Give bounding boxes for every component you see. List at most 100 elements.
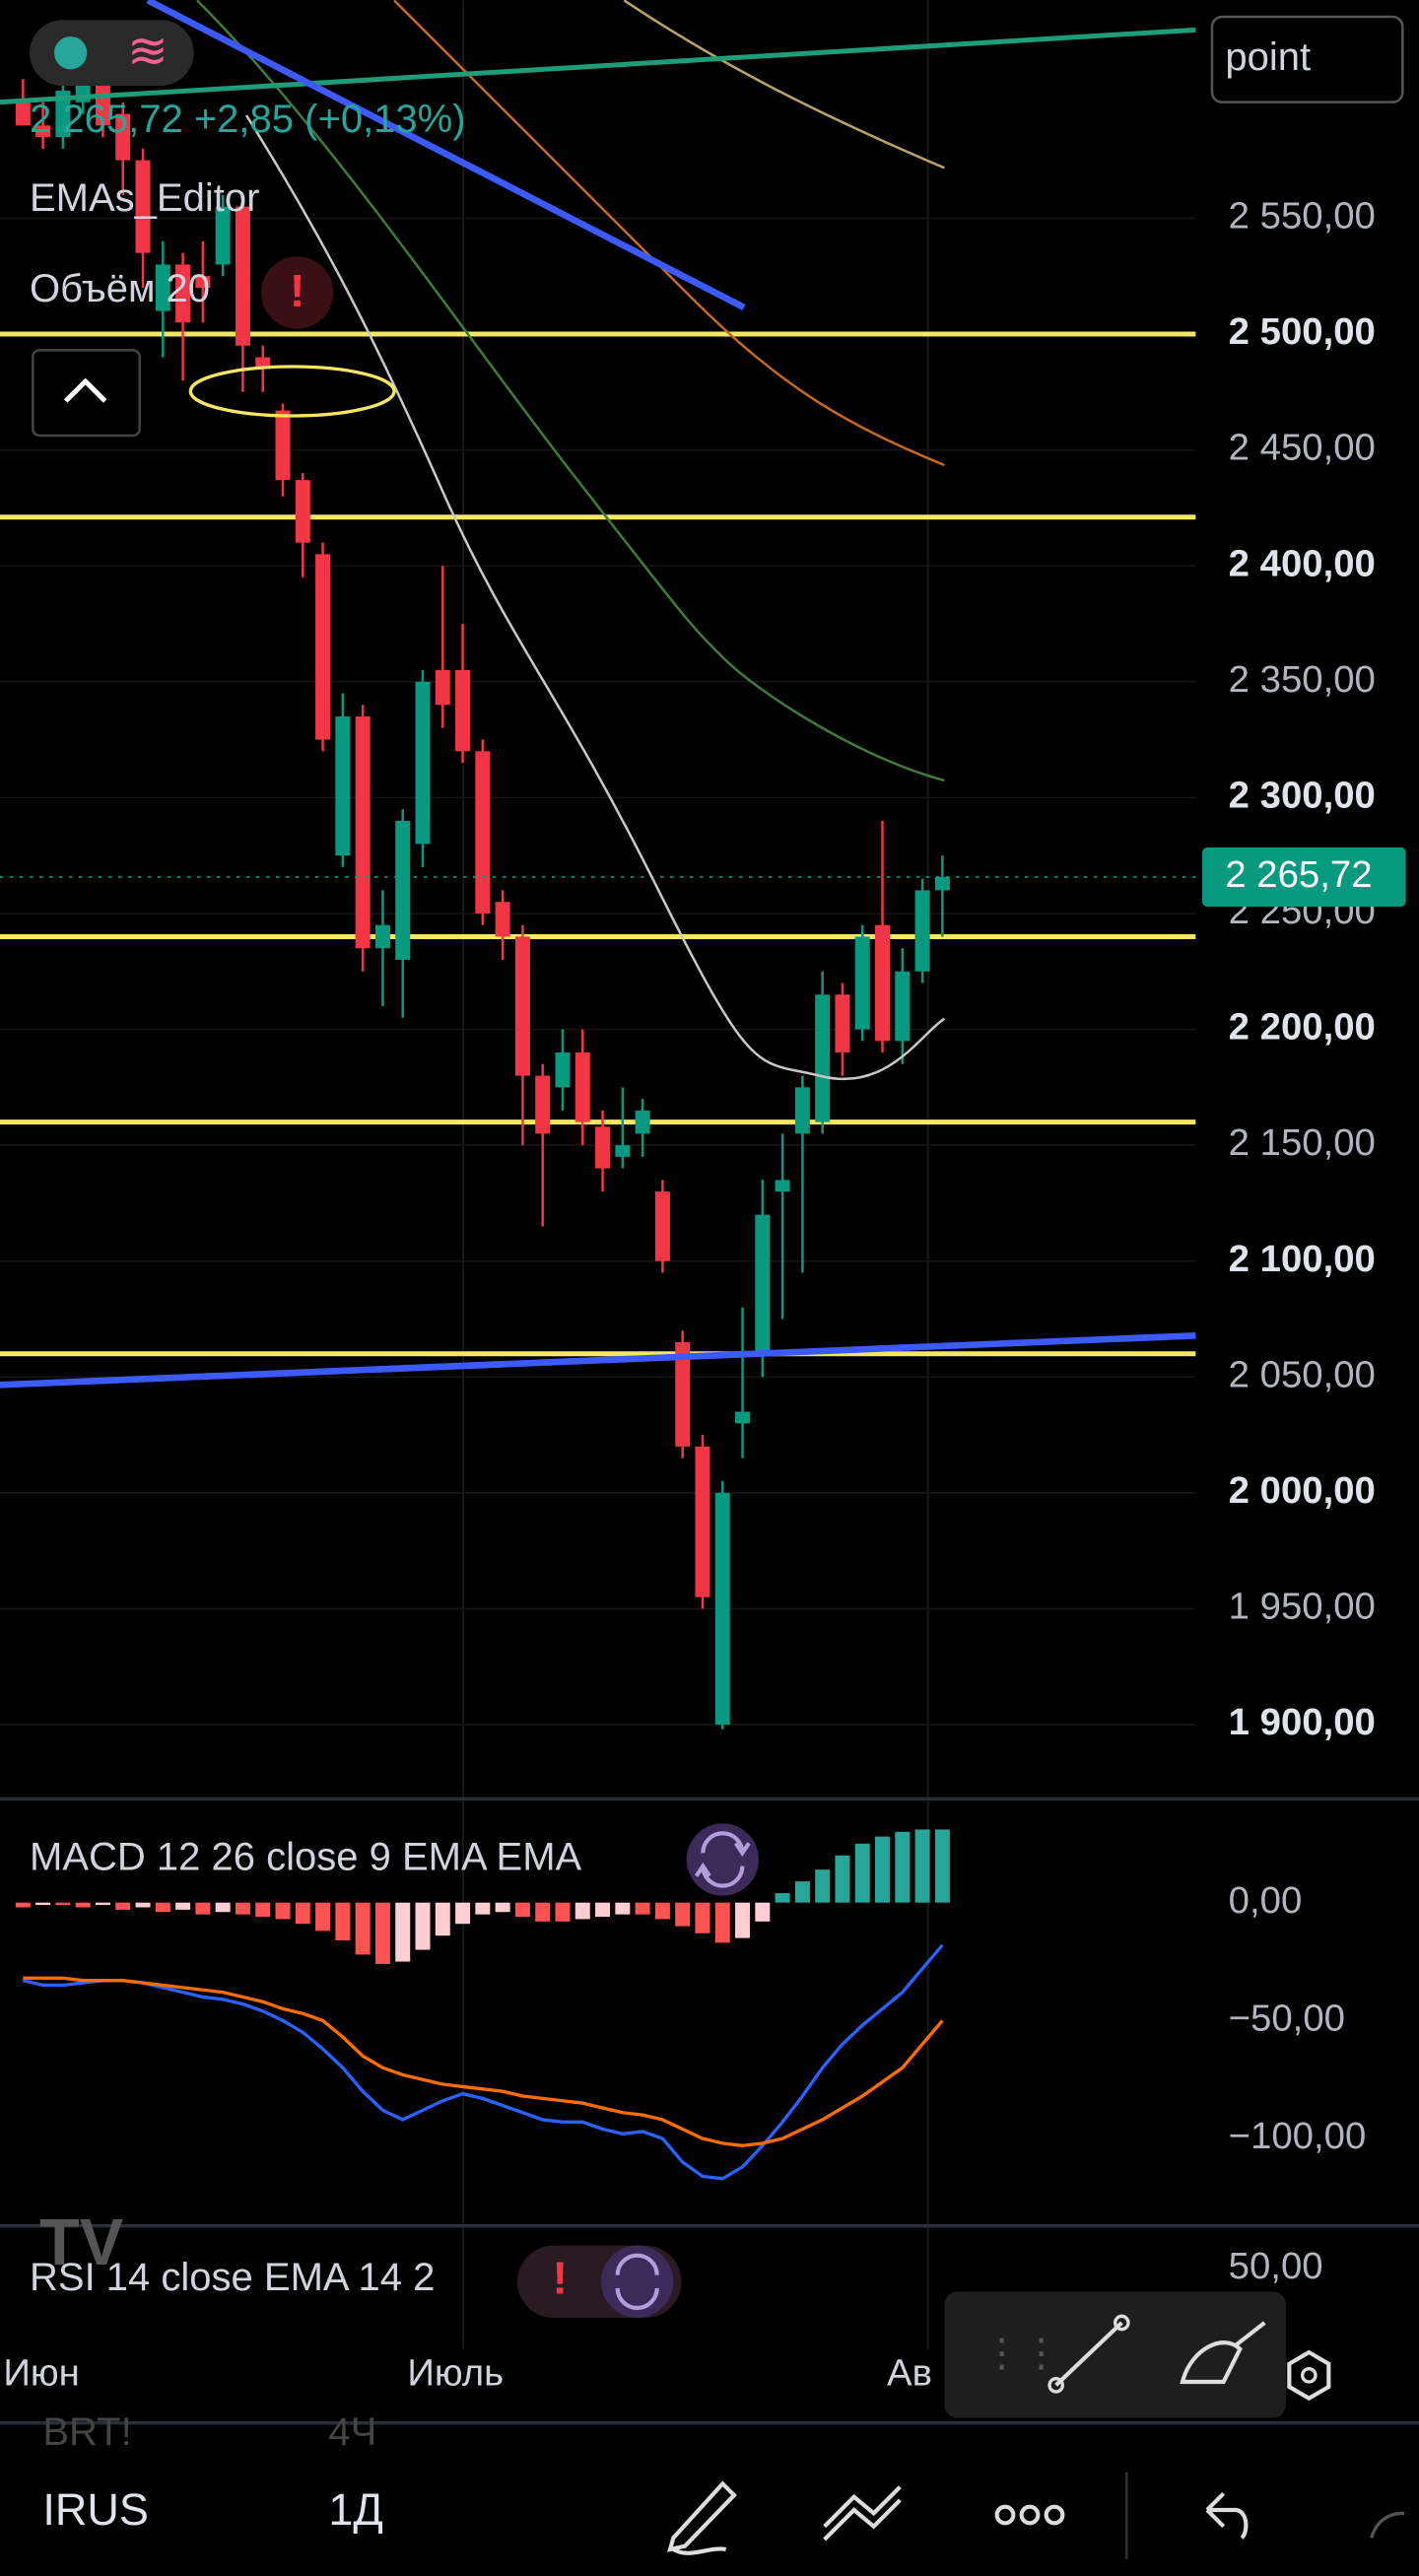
- interval-button[interactable]: 1Д: [328, 2484, 383, 2535]
- grid: [462, 0, 929, 2349]
- line-tool-end: [1114, 2314, 1130, 2332]
- price-axis: 2 550,00 2 500,00 2 450,00 2 400,00 2 350,00…: [1202, 195, 1406, 2287]
- search-box[interactable]: [1210, 15, 1404, 103]
- macd-histogram-bar: [555, 1902, 571, 1922]
- symbol-button[interactable]: IRUS: [42, 2484, 149, 2535]
- candle-body: [735, 1411, 751, 1424]
- lines-button[interactable]: [823, 2485, 902, 2542]
- macd-histogram-bar: [374, 1902, 390, 1964]
- candle-body: [455, 670, 471, 752]
- macd-histogram-bar: [595, 1902, 611, 1918]
- y-tick-label: 1 950,00: [1229, 1586, 1376, 1628]
- macd-histogram-bar: [135, 1902, 151, 1908]
- candle-body: [755, 1214, 771, 1354]
- drag-handle[interactable]: ⋮⋮: [982, 2332, 1061, 2375]
- dot: [1019, 2504, 1041, 2526]
- macd-histogram-bar: [75, 1902, 91, 1908]
- candle-body: [555, 1052, 571, 1088]
- candle-body: [435, 670, 450, 706]
- ema-line: [244, 114, 946, 1081]
- redo-button[interactable]: [1370, 2511, 1405, 2539]
- macd-histogram-bar: [255, 1902, 271, 1918]
- macd-histogram-bar: [275, 1902, 291, 1920]
- macd-histogram-bar: [195, 1902, 211, 1915]
- collapse-button[interactable]: [32, 349, 141, 438]
- macd-histogram-bar: [55, 1902, 71, 1906]
- drawings: [0, 0, 1196, 1389]
- prev-symbol: BRT!: [42, 2410, 131, 2454]
- candle-body: [55, 91, 71, 138]
- candle-body: [815, 994, 831, 1122]
- macd-histogram-bar: [395, 1902, 411, 1962]
- y-tick-label: 2 150,00: [1229, 1121, 1376, 1164]
- candle-body: [175, 264, 191, 323]
- macd-histogram-bar: [735, 1902, 751, 1938]
- macd-histogram-bar: [215, 1902, 231, 1913]
- chevron-icon: [63, 377, 107, 403]
- candle-body: [395, 820, 411, 960]
- macd-histogram-bar: [815, 1869, 831, 1903]
- macd-histogram-bar: [15, 1902, 31, 1908]
- candle-body: [275, 410, 291, 481]
- undo-button[interactable]: [1205, 2491, 1249, 2540]
- time-label: Ав: [887, 2351, 932, 2394]
- candle-body: [95, 79, 110, 126]
- candle-body: [854, 936, 870, 1030]
- macd-title: MACD 12 26 close 9 EMA EMA: [30, 1836, 582, 1879]
- macd-histogram-bar: [675, 1902, 691, 1927]
- line-tool[interactable]: [1054, 2321, 1123, 2387]
- settings-icon-center: [1301, 2367, 1318, 2384]
- candle-body: [835, 994, 850, 1053]
- y-tick-label: 2 000,00: [1229, 1469, 1376, 1512]
- macd-histogram-bar: [95, 1902, 110, 1906]
- candle-body: [615, 1145, 631, 1157]
- candle-body: [535, 1075, 551, 1134]
- candle-body: [895, 971, 911, 1042]
- macd-histogram-bar: [495, 1902, 510, 1913]
- macd-histogram-bar: [295, 1902, 310, 1925]
- candle-body: [695, 1446, 710, 1597]
- rsi-title: RSI 14 close EMA 14 2: [30, 2256, 435, 2299]
- macd-histogram-bar: [875, 1836, 891, 1903]
- macd-line: [22, 1943, 944, 2181]
- prev-interval: 4Ч: [328, 2410, 376, 2454]
- warning-button[interactable]: [261, 256, 334, 329]
- macd-histogram-bar: [335, 1902, 351, 1940]
- candle-body: [595, 1126, 611, 1169]
- wave-icon: ≋: [127, 24, 169, 79]
- trend-line: [0, 27, 1196, 105]
- macd-histogram-bar: [315, 1902, 331, 1932]
- candle-body: [635, 1110, 650, 1134]
- macd-histogram-bar: [914, 1829, 930, 1903]
- price-line: 2 265,72 +2,85 (+0,13%): [30, 98, 466, 141]
- macd-histogram-bar: [435, 1902, 450, 1936]
- candle-body: [495, 902, 510, 937]
- brush-tool[interactable]: [1180, 2321, 1266, 2385]
- candle-body: [335, 716, 351, 856]
- macd-histogram-bar: [155, 1902, 170, 1913]
- macd-histogram-bar: [794, 1881, 810, 1903]
- warning-icon[interactable]: !: [553, 2253, 569, 2304]
- candle-body: [155, 264, 170, 311]
- draw-button[interactable]: [667, 2480, 737, 2555]
- macd-histogram-bar: [695, 1902, 710, 1933]
- y-tick-label: 2 300,00: [1229, 774, 1376, 816]
- y-tick-label: 2 100,00: [1229, 1238, 1376, 1280]
- y-tick-label: 2 050,00: [1229, 1353, 1376, 1395]
- more-button[interactable]: [994, 2504, 1065, 2526]
- candle-body: [255, 357, 271, 370]
- dot: [994, 2504, 1016, 2526]
- settings-icon[interactable]: [1287, 2349, 1331, 2402]
- candle-body: [35, 125, 51, 138]
- toggle-dot: [54, 36, 88, 70]
- rsi-tick-label: 50,00: [1229, 2245, 1323, 2287]
- macd-histogram-bar: [355, 1902, 371, 1955]
- time-label: Июль: [407, 2351, 504, 2394]
- macd-histogram-bar: [635, 1902, 650, 1915]
- last-price-tag: [1202, 847, 1406, 907]
- candle-body: [135, 160, 151, 253]
- candle-body: [415, 681, 431, 845]
- macd-histogram-bar: [35, 1902, 51, 1906]
- macd-histogram-bar: [835, 1855, 850, 1903]
